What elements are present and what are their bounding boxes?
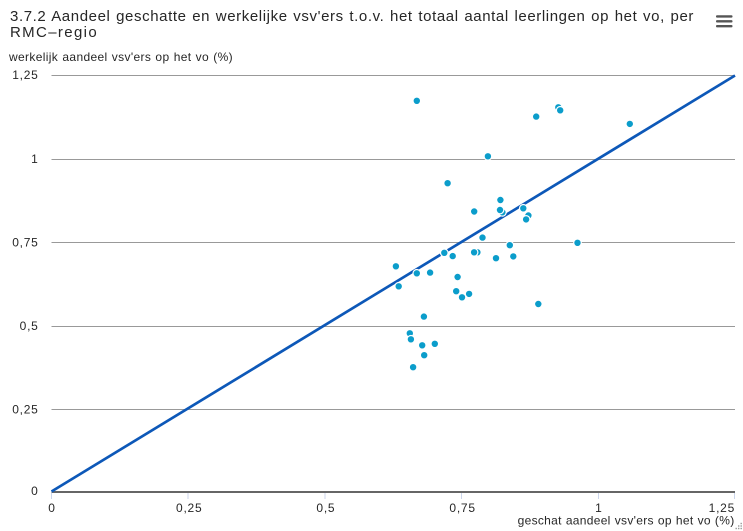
svg-text:3.7.2 Aandeel geschatte en wer: 3.7.2 Aandeel geschatte en werkelijke vs… (10, 8, 694, 25)
svg-text:0: 0 (48, 501, 55, 515)
svg-text:0,25: 0,25 (12, 403, 38, 417)
svg-text:0,75: 0,75 (12, 236, 38, 250)
svg-text:0,25: 0,25 (176, 501, 202, 515)
svg-text:0,5: 0,5 (316, 501, 335, 515)
svg-text:1,25: 1,25 (12, 68, 38, 82)
svg-text:0,75: 0,75 (449, 501, 475, 515)
svg-text:0: 0 (31, 484, 38, 498)
svg-text:1: 1 (595, 501, 602, 515)
svg-text:0,5: 0,5 (20, 319, 39, 333)
svg-text:1,25: 1,25 (709, 501, 735, 515)
svg-text:1: 1 (31, 152, 38, 166)
svg-text:RMC–regio: RMC–regio (10, 24, 98, 41)
svg-text:geschat aandeel vsv'ers op het: geschat aandeel vsv'ers op het vo (%) (518, 513, 735, 527)
svg-text:werkelijk aandeel vsv'ers op h: werkelijk aandeel vsv'ers op het vo (%) (8, 50, 233, 64)
